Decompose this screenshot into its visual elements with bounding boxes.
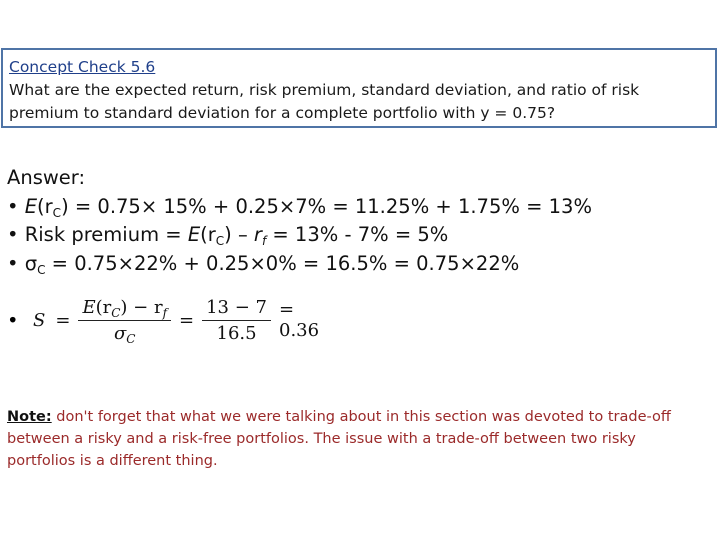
numeric-numerator: 13 − 7 [202, 297, 271, 321]
equals-sign-2: = [179, 309, 195, 331]
num-rf-sub: f [162, 305, 168, 320]
den-sym: σ [113, 322, 127, 344]
expected-return-open: (r [37, 194, 53, 218]
concept-check-title: Concept Check 5.6 [9, 58, 156, 76]
equals-sign: = [55, 309, 71, 331]
bullet: • [7, 251, 19, 275]
note-text: don't forget that what we were talking a… [7, 409, 671, 469]
expected-return-fn: E [24, 194, 38, 218]
den-sub: C [126, 331, 136, 346]
num-fn: E [82, 296, 96, 318]
bullet: • [7, 223, 19, 246]
answer-heading: Answer: [7, 166, 86, 189]
num-close: ) − r [120, 296, 163, 318]
numeric-denominator: 16.5 [216, 322, 257, 344]
std-dev-symbol: σ [24, 251, 38, 275]
risk-premium-rest: = 13% - 7% = 5% [266, 223, 449, 246]
expected-return-sub: C [52, 205, 62, 220]
answer-std-dev: • σC = 0.75×22% + 0.25×0% = 16.5% = 0.75… [7, 250, 592, 279]
answer-section: Answer: • E(rC) = 0.75× 15% + 0.25×7% = … [7, 164, 592, 278]
sharpe-symbol: S [33, 309, 46, 331]
std-dev-sub: C [37, 262, 46, 277]
risk-premium-open: (r [200, 223, 216, 246]
sharpe-result: = 0.36 [279, 299, 320, 341]
std-dev-rest: = 0.75×22% + 0.25×0% = 16.5% = 0.75×22% [45, 251, 520, 275]
risk-free-sub: f [261, 234, 267, 248]
bullet: • [7, 194, 19, 218]
numeric-fraction: 13 − 7 16.5 [202, 297, 271, 344]
note-paragraph: Note: don't forget that what we were tal… [7, 406, 707, 472]
risk-premium-prefix: Risk premium = [24, 223, 188, 246]
risk-premium-mid: ) – [224, 223, 254, 246]
expected-return-rest: ) = 0.75× 15% + 0.25×7% = 11.25% + 1.75%… [61, 194, 592, 218]
risk-free-symbol: r [253, 223, 262, 246]
risk-premium-sub: C [215, 234, 225, 248]
sharpe-ratio-formula: S = E(rC) − rf σC = 13 − 7 16.5 = 0.36 [33, 290, 319, 350]
answer-expected-return: • E(rC) = 0.75× 15% + 0.25×7% = 11.25% +… [7, 193, 592, 222]
risk-premium-fn: E [187, 223, 201, 246]
bullet: • [7, 309, 19, 332]
num-sub: C [111, 305, 121, 320]
answer-risk-premium: • Risk premium = E(rC) – rf = 13% - 7% =… [7, 221, 592, 250]
symbolic-fraction: E(rC) − rf σC [78, 296, 172, 346]
num-open: (r [95, 296, 112, 318]
symbolic-numerator: E(rC) − rf [78, 296, 172, 321]
note-label: Note: [7, 409, 52, 425]
symbolic-denominator: σC [113, 321, 136, 346]
concept-check-box: Concept Check 5.6 What are the expected … [1, 48, 717, 128]
concept-check-question: What are the expected return, risk premi… [9, 81, 640, 122]
